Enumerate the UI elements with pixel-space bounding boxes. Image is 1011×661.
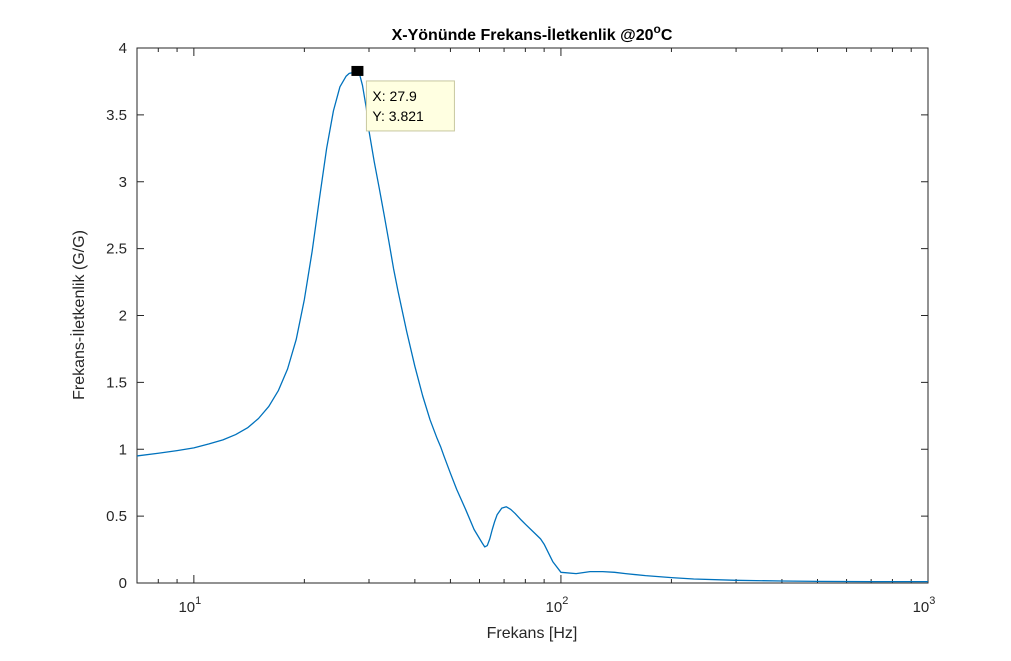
y-tick-label: 1.5 [106,374,127,391]
y-tick-label: 4 [119,40,127,57]
x-tick-label: 103 [913,595,936,616]
y-tick-label: 3 [119,174,127,191]
plot-area [137,48,928,583]
y-tick-label: 3.5 [106,107,127,124]
y-tick-label: 2.5 [106,241,127,258]
data-tip-x-text: X: 27.9 [372,88,417,104]
data-tip-y-text: Y: 3.821 [372,108,424,124]
x-axis-label: Frekans [Hz] [487,625,578,642]
y-axis-label: Frekans-İletkenlik (G/G) [69,230,88,400]
x-tick-label: 102 [546,595,569,616]
y-tick-label: 0.5 [106,508,127,525]
y-tick-label: 1 [119,441,127,458]
data-tip-marker[interactable] [351,66,363,76]
x-tick-label: 101 [178,595,201,616]
y-tick-label: 0 [119,575,127,592]
y-tick-label: 2 [119,308,127,325]
chart-title: X-Yönünde Frekans-İletkenlik @20oC [392,22,673,44]
